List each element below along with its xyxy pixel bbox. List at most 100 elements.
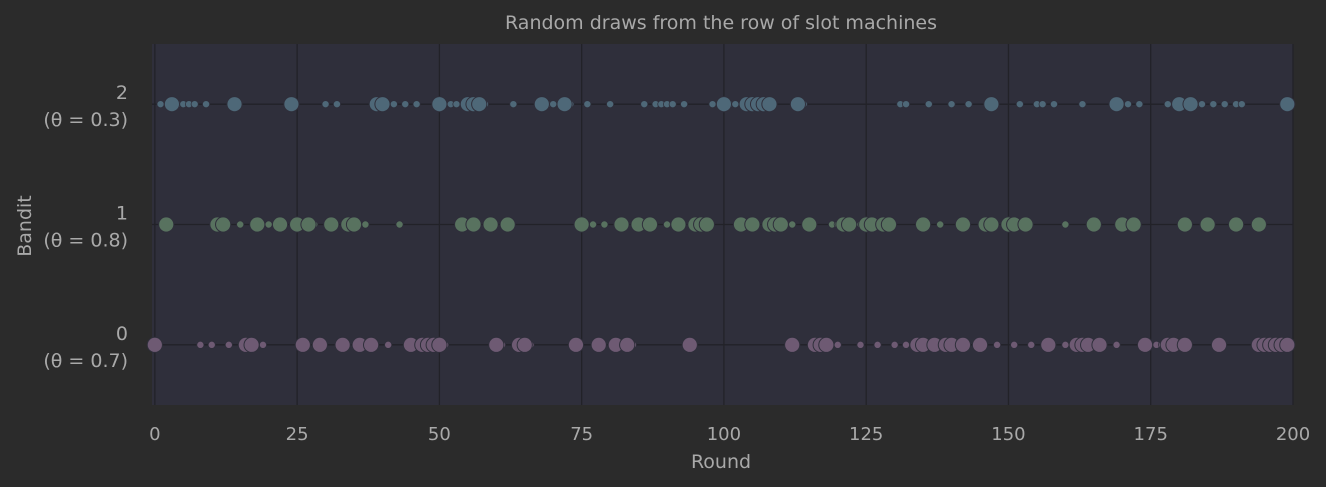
point-bandit-0-reward-1 xyxy=(362,336,380,353)
point-bandit-1-reward-1 xyxy=(249,216,266,233)
point-bandit-0-reward-1 xyxy=(681,336,698,353)
point-bandit-0-reward-0 xyxy=(1027,340,1036,349)
point-bandit-0-reward-1 xyxy=(146,336,163,353)
point-bandit-1-reward-1 xyxy=(158,216,175,233)
point-bandit-0-reward-1 xyxy=(954,336,972,353)
point-bandit-2-reward-1 xyxy=(226,96,243,113)
point-bandit-1-reward-1 xyxy=(670,216,687,233)
point-bandit-2-reward-0 xyxy=(680,100,689,109)
point-bandit-0-reward-0 xyxy=(856,340,865,349)
point-bandit-0-reward-1 xyxy=(311,336,328,353)
point-bandit-0-reward-1 xyxy=(818,336,835,353)
x-tick-labels: 0 25 50 75 100 125 150 175 200 xyxy=(149,424,1310,445)
point-bandit-2-reward-0 xyxy=(321,100,330,109)
point-bandit-2-reward-0 xyxy=(1163,100,1172,109)
point-bandit-2-reward-1 xyxy=(789,96,807,113)
point-bandit-2-reward-1 xyxy=(431,96,448,113)
point-bandit-2-reward-1 xyxy=(374,96,391,113)
point-bandit-0-reward-0 xyxy=(207,340,216,349)
x-tick-label: 0 xyxy=(149,424,160,445)
x-tick-label: 75 xyxy=(570,424,593,445)
point-bandit-2-reward-0 xyxy=(1015,100,1024,109)
point-bandit-2-reward-0 xyxy=(509,100,518,109)
y-tick-label: 0 xyxy=(116,323,128,345)
point-bandit-1-reward-0 xyxy=(788,220,797,229)
y-tick-label: 2 xyxy=(116,82,128,104)
point-bandit-1-reward-1 xyxy=(1085,216,1102,233)
point-bandit-1-reward-1 xyxy=(698,216,715,233)
point-bandit-1-reward-1 xyxy=(880,216,898,233)
point-bandit-2-reward-0 xyxy=(1078,100,1087,109)
point-bandit-1-reward-1 xyxy=(465,216,482,233)
data-points xyxy=(146,96,1296,353)
point-bandit-2-reward-0 xyxy=(1220,100,1229,109)
point-bandit-0-reward-0 xyxy=(1061,340,1070,349)
point-bandit-2-reward-1 xyxy=(761,96,778,113)
point-bandit-2-reward-0 xyxy=(1038,100,1047,109)
point-bandit-0-reward-0 xyxy=(224,340,233,349)
point-bandit-1-reward-0 xyxy=(663,220,672,229)
point-bandit-2-reward-0 xyxy=(947,100,956,109)
point-bandit-2-reward-0 xyxy=(708,100,717,109)
x-tick-label: 125 xyxy=(849,424,883,445)
point-bandit-2-reward-1 xyxy=(1182,96,1199,113)
point-bandit-2-reward-1 xyxy=(715,96,733,113)
point-bandit-2-reward-0 xyxy=(549,100,558,109)
point-bandit-1-reward-1 xyxy=(1125,216,1142,233)
point-bandit-1-reward-1 xyxy=(1227,216,1245,233)
point-bandit-1-reward-0 xyxy=(236,220,245,229)
point-bandit-0-reward-1 xyxy=(1279,336,1296,353)
point-bandit-0-reward-0 xyxy=(1112,340,1121,349)
point-bandit-2-reward-1 xyxy=(471,96,488,113)
point-bandit-1-reward-1 xyxy=(1250,216,1267,233)
point-bandit-2-reward-1 xyxy=(556,96,573,113)
point-bandit-2-reward-1 xyxy=(983,96,1000,113)
point-bandit-2-reward-1 xyxy=(163,96,181,113)
point-bandit-0-reward-0 xyxy=(890,340,899,349)
point-bandit-1-reward-1 xyxy=(482,216,499,233)
point-bandit-1-reward-1 xyxy=(1199,216,1216,233)
point-bandit-1-reward-1 xyxy=(345,216,363,233)
point-bandit-0-reward-0 xyxy=(873,340,882,349)
point-bandit-1-reward-0 xyxy=(395,220,404,229)
point-bandit-2-reward-0 xyxy=(1135,100,1144,109)
point-bandit-0-reward-1 xyxy=(1091,336,1108,353)
point-bandit-2-reward-0 xyxy=(668,100,677,109)
point-bandit-1-reward-0 xyxy=(936,220,945,229)
point-bandit-0-reward-1 xyxy=(431,336,448,353)
point-bandit-2-reward-0 xyxy=(902,100,911,109)
point-bandit-1-reward-1 xyxy=(841,216,858,233)
x-tick-label: 175 xyxy=(1134,424,1168,445)
point-bandit-2-reward-1 xyxy=(1279,96,1296,113)
point-bandit-0-reward-0 xyxy=(258,340,267,349)
point-bandit-2-reward-0 xyxy=(640,100,649,109)
point-bandit-2-reward-0 xyxy=(1209,100,1218,109)
point-bandit-2-reward-0 xyxy=(202,100,211,109)
point-bandit-0-reward-0 xyxy=(833,340,842,349)
point-bandit-0-reward-0 xyxy=(196,340,205,349)
point-bandit-1-reward-1 xyxy=(300,216,317,233)
point-bandit-2-reward-0 xyxy=(731,100,740,109)
point-bandit-1-reward-1 xyxy=(914,216,932,233)
point-bandit-2-reward-0 xyxy=(964,100,973,109)
point-bandit-2-reward-0 xyxy=(1123,100,1132,109)
point-bandit-2-reward-0 xyxy=(1237,100,1246,109)
point-bandit-2-reward-0 xyxy=(1049,100,1058,109)
point-bandit-0-reward-0 xyxy=(1010,340,1019,349)
x-tick-label: 50 xyxy=(428,424,451,445)
point-bandit-2-reward-0 xyxy=(401,100,410,109)
point-bandit-0-reward-1 xyxy=(619,336,636,353)
point-bandit-0-reward-1 xyxy=(784,336,801,353)
point-bandit-1-reward-0 xyxy=(600,220,609,229)
y-tick-sublabel: (θ = 0.3) xyxy=(43,109,128,131)
point-bandit-1-reward-1 xyxy=(323,216,340,233)
point-bandit-2-reward-1 xyxy=(533,96,550,113)
point-bandit-0-reward-1 xyxy=(334,336,351,353)
point-bandit-0-reward-1 xyxy=(567,336,585,353)
y-tick-labels: 0 (θ = 0.7) 1 (θ = 0.8) 2 (θ = 0.3) xyxy=(43,82,128,372)
point-bandit-2-reward-0 xyxy=(452,100,461,109)
point-bandit-0-reward-0 xyxy=(993,340,1002,349)
point-bandit-2-reward-0 xyxy=(389,100,398,109)
point-bandit-1-reward-1 xyxy=(983,216,1000,233)
